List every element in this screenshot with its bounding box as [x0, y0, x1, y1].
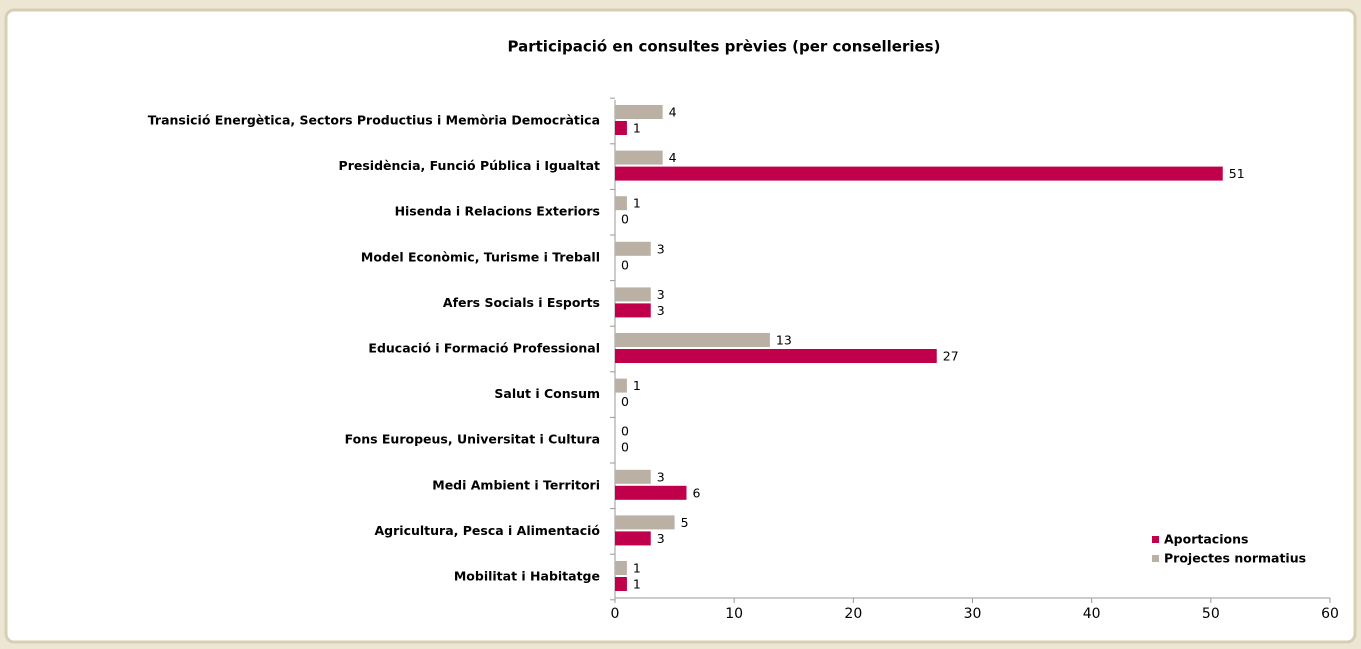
bar: [615, 333, 770, 347]
category-label: Educació i Formació Professional: [368, 341, 600, 356]
bar: [615, 485, 687, 500]
category-label: Hisenda i Relacions Exteriors: [395, 204, 600, 219]
data-label: 13: [776, 333, 792, 348]
x-tick-label: 10: [725, 606, 743, 622]
x-tick-label: 20: [844, 606, 862, 622]
x-tick-label: 60: [1321, 606, 1339, 622]
data-label: 3: [657, 287, 665, 302]
data-label: 1: [633, 561, 641, 576]
data-label: 1: [633, 121, 641, 136]
legend-label: Projectes normatius: [1164, 551, 1306, 566]
data-label: 27: [943, 349, 959, 364]
bar: [615, 469, 651, 484]
bar: [615, 241, 651, 256]
data-label: 0: [621, 257, 629, 272]
bar: [615, 196, 627, 211]
x-tick-label: 0: [611, 606, 620, 622]
category-label: Agricultura, Pesca i Alimentació: [375, 523, 601, 538]
bar: [615, 515, 675, 530]
data-label: 0: [621, 424, 629, 439]
bar: [615, 531, 651, 546]
data-label: 0: [621, 394, 629, 409]
data-label: 3: [657, 531, 665, 546]
bar: [615, 349, 937, 363]
data-label: 0: [621, 212, 629, 227]
category-label: Salut i Consum: [494, 386, 600, 401]
data-label: 51: [1229, 166, 1245, 181]
data-label: 0: [621, 440, 629, 455]
category-label: Model Econòmic, Turisme i Treball: [361, 249, 600, 264]
bar: [615, 561, 627, 575]
category-label: Transició Energètica, Sectors Productius…: [148, 113, 600, 128]
data-label: 4: [669, 150, 677, 165]
data-label: 1: [633, 378, 641, 393]
category-label: Medi Ambient i Territori: [432, 477, 600, 492]
x-tick-label: 40: [1083, 606, 1101, 622]
data-label: 5: [681, 515, 689, 530]
x-tick-label: 30: [964, 606, 982, 622]
bar: [615, 150, 663, 165]
bar: [615, 577, 627, 591]
x-tick-label: 50: [1202, 606, 1220, 622]
data-label: 3: [657, 469, 665, 484]
category-label: Fons Europeus, Universitat i Cultura: [345, 432, 600, 447]
chart-frame: [4, 8, 1357, 644]
data-label: 6: [693, 485, 701, 500]
legend-swatch: [1152, 555, 1159, 562]
bar: [615, 121, 627, 135]
bar: [615, 287, 651, 302]
data-label: 4: [669, 105, 677, 120]
legend-swatch: [1152, 536, 1159, 543]
data-label: 3: [657, 241, 665, 256]
data-label: 1: [633, 577, 641, 592]
category-label: Mobilitat i Habitatge: [454, 569, 600, 584]
bar: [615, 303, 651, 318]
bar: [615, 166, 1223, 181]
category-label: Presidència, Funció Pública i Igualtat: [339, 158, 600, 173]
data-label: 3: [657, 303, 665, 318]
data-label: 1: [633, 196, 641, 211]
legend-label: Aportacions: [1164, 532, 1248, 547]
bar: [615, 378, 627, 393]
bar: [615, 105, 663, 119]
category-label: Afers Socials i Esports: [443, 295, 600, 310]
chart-title: Participació en consultes prèvies (per c…: [508, 38, 941, 56]
